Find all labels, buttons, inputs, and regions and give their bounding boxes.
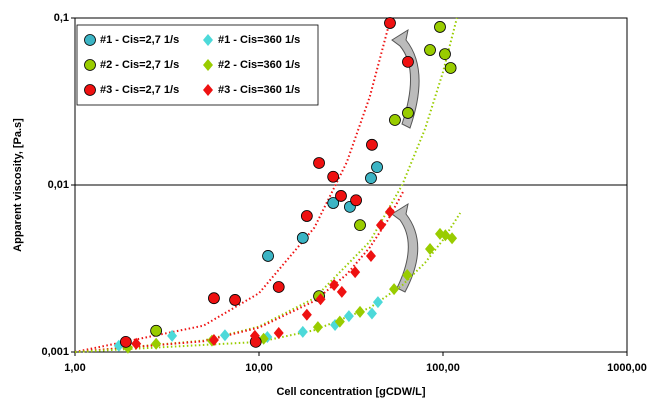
y-tick-label: 0,01 [48,179,69,191]
legend-label: #2 - Cis=360 1/s [218,59,300,71]
y-axis-label: Apparent viscosity, [Pa.s] [12,118,24,252]
legend-marker [203,84,213,96]
point [336,285,347,298]
x-tick-label: 10,00 [245,362,273,374]
point [402,269,413,282]
point [329,278,340,291]
trendline [74,212,462,353]
legend-marker [203,34,213,46]
legend-label: #3 - Cis=2,7 1/s [100,84,179,96]
point [229,294,241,306]
y-tick-label: 0,001 [41,346,69,358]
point [300,210,313,222]
point [343,310,354,323]
y-tick-label: 0,1 [54,12,69,24]
point [384,17,396,29]
point [219,329,230,342]
point [439,48,451,60]
legend [76,24,319,106]
trendline [74,190,405,353]
point [272,281,285,293]
point [447,232,458,245]
legend-label: #3 - Cis=360 1/s [218,84,300,96]
point [402,107,414,119]
point [372,296,383,309]
point [389,283,400,296]
x-tick-label: 1,00 [64,362,85,374]
legend-label: #2 - Cis=2,7 1/s [100,59,179,71]
point [354,219,366,232]
point [402,55,414,68]
point [425,242,436,255]
point [434,21,446,33]
point [375,219,386,232]
point [167,329,178,342]
point [208,292,220,305]
point [131,337,142,350]
point [119,335,132,348]
point [296,232,309,244]
legend-marker [84,34,96,46]
point [335,190,347,202]
point [249,329,260,342]
point [384,205,395,218]
legend-marker [203,59,213,71]
point [355,305,366,318]
point [327,170,340,183]
legend-marker [84,59,96,71]
point [301,308,312,321]
trendline [74,17,392,353]
x-tick-label: 1000,00 [607,362,647,374]
arrow [391,202,419,293]
point [350,266,361,279]
point [424,44,436,56]
point [365,172,377,184]
point [208,333,219,346]
point [365,249,376,262]
point [444,62,457,74]
legend-marker [84,84,96,96]
point [151,337,162,350]
point [350,194,362,207]
point [366,307,377,320]
point [297,325,308,338]
point [315,293,326,306]
point [273,326,284,339]
point [262,250,274,262]
point [150,324,163,337]
legend-label: #1 - Cis=360 1/s [218,34,300,46]
x-tick-label: 100,00 [426,362,460,374]
point [312,321,323,334]
point [327,197,340,209]
x-axis-label: Cell concentration [gCDW/L] [276,386,425,398]
point [334,315,345,328]
point [371,161,383,173]
legend-label: #1 - Cis=2,7 1/s [100,34,179,46]
point [313,157,325,169]
point [366,138,378,151]
point [389,114,401,126]
